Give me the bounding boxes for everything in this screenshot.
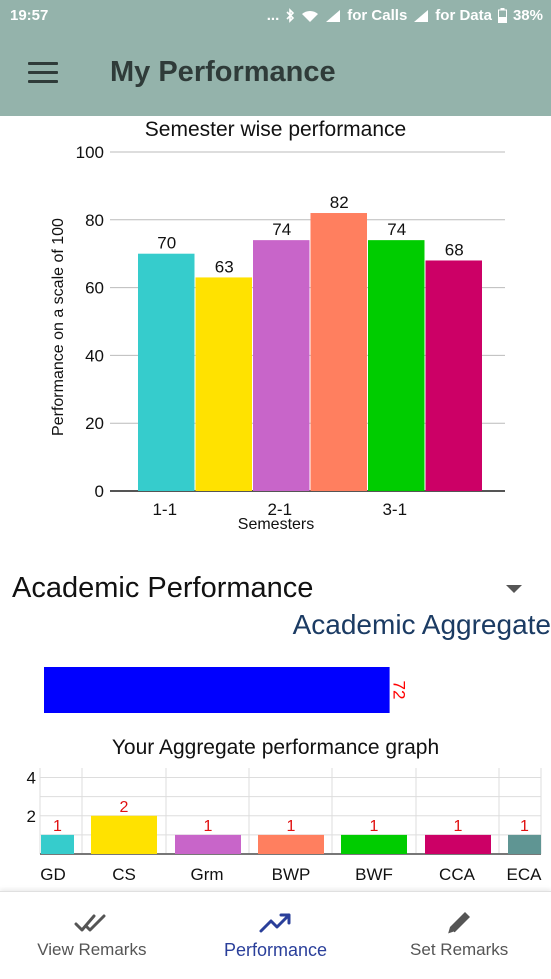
data-label: 1: [370, 818, 379, 835]
y-tick-label: 60: [85, 279, 104, 298]
bar: [195, 277, 252, 491]
aggregate-label: Academic Aggregate: [292, 609, 551, 640]
bar: [175, 834, 241, 854]
aggregate-value: 72: [390, 681, 409, 700]
bar: [425, 260, 482, 491]
y-tick-label: 100: [76, 143, 104, 162]
x-tick-label: BWP: [272, 865, 311, 884]
bar: [368, 240, 425, 491]
wifi-icon: [302, 10, 319, 22]
x-tick-label: BWF: [355, 865, 393, 884]
aggregate-chart-title: Your Aggregate performance graph: [111, 736, 440, 759]
bar: [425, 834, 491, 854]
bar: [41, 834, 74, 854]
bar: [91, 815, 157, 854]
academic-dropdown-value[interactable]: Academic Performance: [12, 572, 314, 604]
bluetooth-icon: [286, 8, 295, 23]
double-check-icon: [74, 914, 106, 932]
app-bar: My Performance: [0, 34, 551, 116]
x-tick-label: CS: [112, 865, 136, 884]
dropdown-arrow-icon[interactable]: [506, 585, 522, 593]
nav-set-remarks[interactable]: Set Remarks: [367, 892, 551, 979]
page-title: My Performance: [110, 56, 336, 88]
y-tick-label: 40: [85, 346, 104, 365]
data-label: 68: [445, 240, 464, 259]
bottom-nav: View Remarks Performance Set Remarks: [0, 891, 551, 979]
data-label: 70: [157, 234, 176, 253]
aggregate-bar-chart: 72: [44, 667, 409, 713]
x-tick-label: 2-1: [267, 500, 292, 519]
battery-level: 38%: [512, 7, 543, 24]
x-tick-label: CCA: [439, 865, 476, 884]
pencil-icon: [448, 912, 471, 935]
x-tick-label: Grm: [190, 865, 223, 884]
bar: [253, 240, 310, 491]
nav-view-remarks-label: View Remarks: [37, 940, 147, 959]
y-tick-label: 0: [95, 482, 104, 501]
bar: [341, 834, 407, 854]
trending-up-icon: [259, 913, 290, 933]
calls-label: for Calls: [347, 7, 408, 24]
data-label: for Data: [435, 7, 492, 24]
data-label: 74: [272, 220, 291, 239]
status-bar: 19:57 ... for Calls for Data 38%: [0, 0, 551, 34]
signal-icon: [414, 9, 429, 22]
data-label: 1: [520, 818, 529, 835]
data-label: 2: [120, 799, 129, 816]
x-tick-label: ECA: [507, 865, 543, 884]
y-tick-label: 2: [27, 807, 36, 826]
data-label: 74: [387, 220, 406, 239]
y-tick-label: 80: [85, 211, 104, 230]
x-tick-label: GD: [40, 865, 66, 884]
data-label: 1: [204, 818, 213, 835]
bar: [138, 253, 195, 491]
bar: [508, 834, 541, 854]
bar: [258, 834, 324, 854]
y-axis-label: Performance on a scale of 100: [50, 218, 67, 436]
nav-performance-label: Performance: [223, 940, 328, 960]
nav-view-remarks[interactable]: View Remarks: [0, 892, 184, 979]
semester-chart: 0 20 40 60 80 100 70 63 74 82 74 68 1-1 2-1 3-1 Semeste…: [50, 143, 505, 533]
x-tick-label: 1-1: [152, 500, 177, 519]
data-label: 82: [330, 193, 349, 212]
aggregate-chart: 2 4 1 GD 2 CS 1 Grm 1 BWP 1 BWF 1 CCA 1 ECA: [27, 768, 543, 884]
semester-chart-title: Semester wise performance: [144, 118, 407, 141]
hamburger-menu-icon[interactable]: [28, 62, 58, 84]
data-label: 1: [53, 818, 62, 835]
nav-performance[interactable]: Performance: [184, 892, 368, 979]
data-label: 63: [215, 257, 234, 276]
battery-icon: [497, 8, 507, 23]
nav-set-remarks-label: Set Remarks: [410, 940, 509, 959]
bar: [310, 213, 367, 491]
x-axis-label: Semesters: [238, 516, 314, 533]
aggregate-bar: [44, 667, 390, 713]
data-label: 1: [287, 818, 296, 835]
status-time: 19:57: [10, 7, 49, 24]
y-tick-label: 20: [85, 414, 104, 433]
signal-icon: [326, 9, 341, 22]
data-label: 1: [454, 818, 463, 835]
y-tick-label: 4: [27, 769, 36, 788]
status-dots: ...: [266, 7, 280, 24]
x-tick-label: 3-1: [382, 500, 407, 519]
